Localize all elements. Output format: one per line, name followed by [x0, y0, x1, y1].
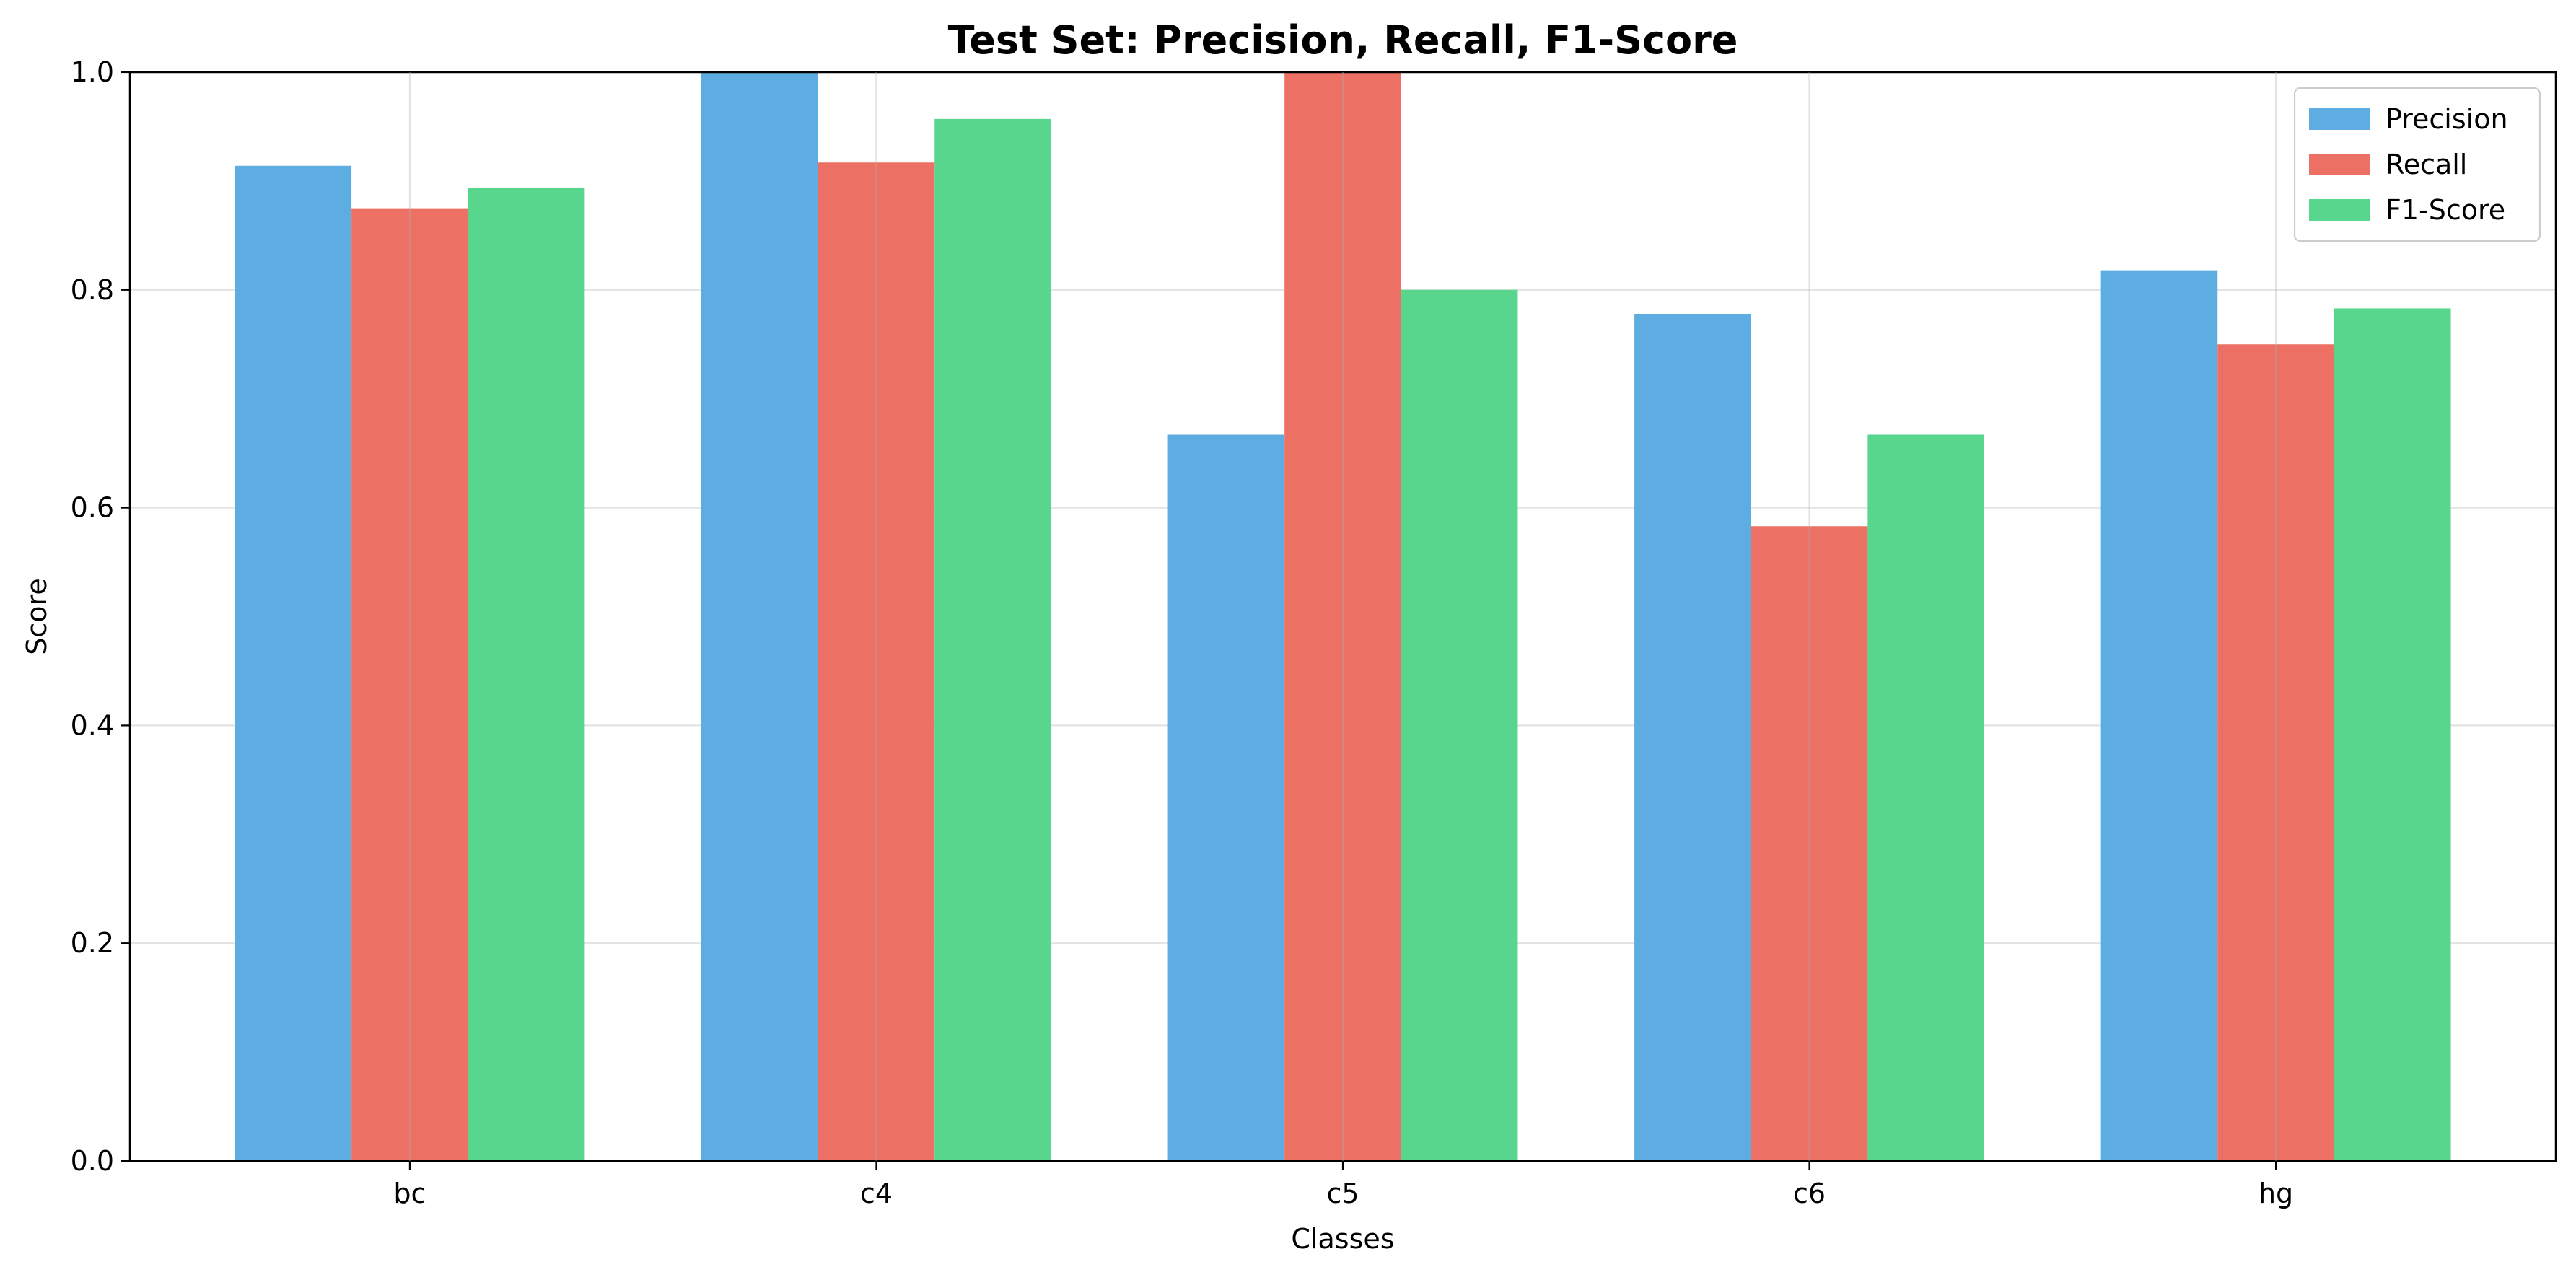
bar-f1-score-c6	[1867, 434, 1984, 1161]
bar-precision-hg	[2100, 270, 2218, 1162]
bar-recall-c6	[1751, 526, 1868, 1161]
y-tick-label: 0.8	[71, 274, 114, 306]
chart-title: Test Set: Precision, Recall, F1-Score	[948, 17, 1738, 63]
x-tick-label: bc	[393, 1178, 426, 1209]
bar-recall-bc	[351, 208, 468, 1161]
x-axis-label: Classes	[1291, 1223, 1394, 1255]
bar-precision-c5	[1167, 434, 1285, 1161]
legend-swatch-recall	[2309, 154, 2370, 175]
legend-label-precision: Precision	[2386, 103, 2508, 135]
bars-layer	[235, 72, 2451, 1162]
x-tick-label: c4	[860, 1178, 893, 1209]
bar-precision-c4	[701, 72, 818, 1161]
legend-label-f1-score: F1-Score	[2386, 194, 2505, 226]
bar-precision-bc	[235, 165, 352, 1161]
bar-f1-score-bc	[468, 187, 585, 1162]
ticks-layer: 0.0 0.2 0.4 0.6 0.8 1.0 bc c4 c5 c6 hg	[71, 56, 2294, 1209]
x-tick-label: c5	[1326, 1178, 1359, 1209]
y-tick-label: 0.0	[71, 1145, 114, 1177]
legend-label-recall: Recall	[2386, 149, 2467, 180]
bar-f1-score-c5	[1401, 289, 1518, 1161]
bar-f1-score-hg	[2334, 308, 2451, 1161]
x-tick-label: hg	[2259, 1178, 2293, 1209]
bar-recall-hg	[2217, 344, 2334, 1161]
legend-swatch-f1-score	[2309, 199, 2370, 221]
x-tick-label: c6	[1793, 1178, 1826, 1209]
bar-precision-c6	[1634, 313, 1751, 1161]
bar-recall-c4	[818, 162, 935, 1162]
legend-swatch-precision	[2309, 108, 2370, 130]
y-tick-label: 0.2	[71, 927, 114, 959]
y-tick-label: 1.0	[71, 56, 114, 88]
bar-f1-score-c4	[934, 118, 1051, 1162]
bar-recall-c5	[1284, 72, 1401, 1161]
legend: Precision Recall F1-Score	[2293, 87, 2541, 242]
y-tick-label: 0.4	[71, 709, 114, 741]
y-tick-label: 0.6	[71, 492, 114, 524]
y-axis-label: Score	[21, 578, 53, 654]
